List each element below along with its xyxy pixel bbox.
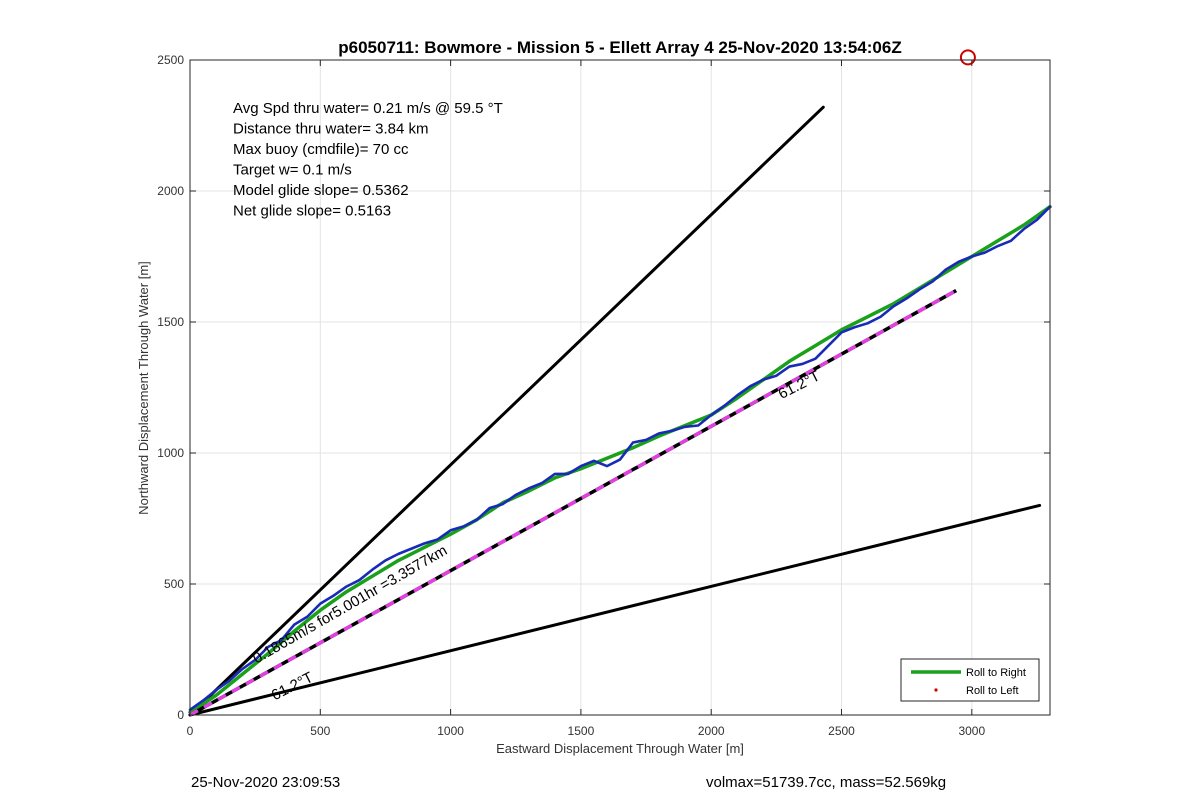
y-tick-label: 0 <box>177 708 184 722</box>
stat-line: Model glide slope= 0.5362 <box>233 182 409 199</box>
y-tick-label: 2000 <box>157 184 184 198</box>
y-tick-label: 500 <box>164 577 184 591</box>
legend: Roll to Right Roll to Left <box>900 658 1040 702</box>
stat-line: Distance thru water= 3.84 km <box>233 121 429 138</box>
stat-line: Max buoy (cmdfile)= 70 cc <box>233 141 409 158</box>
stats-annotation-block: Avg Spd thru water= 0.21 m/s @ 59.5 °T Di… <box>233 100 503 220</box>
stat-line: Target w= 0.1 m/s <box>233 162 352 179</box>
footer-volmax-mass: volmax=51739.7cc, mass=52.569kg <box>706 774 947 791</box>
series-line-0 <box>188 204 1052 715</box>
x-tick-label: 1000 <box>437 724 464 738</box>
legend-swatch-roll-left <box>934 688 938 692</box>
chart-title: p6050711: Bowmore - Mission 5 - Ellett A… <box>338 38 901 57</box>
axis-ticks: 0 500 1000 1500 2000 2500 3000 0 500 1000 1500 2000… <box>157 53 1050 738</box>
axes-background <box>190 60 1050 715</box>
x-axis-label: Eastward Displacement Through Water [m] <box>496 741 744 756</box>
series-line-4 <box>188 503 1042 717</box>
y-tick-label: 1500 <box>157 315 184 329</box>
axes-frame <box>189 59 1051 716</box>
stat-line: Avg Spd thru water= 0.21 m/s @ 59.5 °T <box>233 100 503 117</box>
x-tick-label: 500 <box>310 724 330 738</box>
x-tick-label: 2000 <box>698 724 725 738</box>
y-tick-label: 1000 <box>157 446 184 460</box>
series-line-5-dash <box>189 289 958 717</box>
legend-label-roll-left: Roll to Left <box>966 685 1019 697</box>
plot-area <box>188 49 1052 717</box>
x-tick-label: 2500 <box>828 724 855 738</box>
legend-label-roll-right: Roll to Right <box>966 667 1026 679</box>
footer-timestamp: 25-Nov-2020 23:09:53 <box>191 774 341 791</box>
x-tick-label: 1500 <box>568 724 595 738</box>
stat-line: Net glide slope= 0.5163 <box>233 203 391 220</box>
x-tick-label: 3000 <box>958 724 985 738</box>
series-line-3 <box>188 105 825 717</box>
position-marker <box>959 49 976 66</box>
y-tick-label: 2500 <box>157 53 184 67</box>
series-line-2 <box>188 205 1052 712</box>
legend-box <box>900 658 1040 702</box>
x-tick-label: 0 <box>187 724 194 738</box>
y-axis-label: Northward Displacement Through Water [m] <box>136 261 151 515</box>
